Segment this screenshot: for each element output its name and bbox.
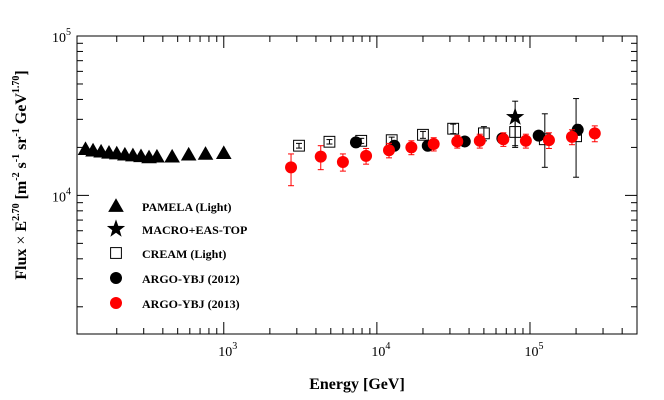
data-point (349, 136, 362, 149)
data-point (519, 134, 532, 147)
x-axis-title: Energy [GeV] (309, 376, 405, 393)
plot-border (76, 35, 638, 335)
series-4 (285, 125, 601, 187)
data-point (447, 122, 460, 135)
data-point (532, 129, 545, 142)
legend-label-argo-2012: ARGO-YBJ (2012) (142, 272, 240, 286)
data-point (360, 149, 373, 162)
data-point (180, 146, 197, 161)
data-point (285, 161, 298, 174)
legend-label-argo-2013: ARGO-YBJ (2013) (142, 297, 240, 311)
series-0 (77, 141, 232, 164)
x-tick-label: 104 (371, 341, 390, 360)
data-point (197, 146, 214, 160)
data-point (509, 126, 522, 138)
data-point (293, 139, 305, 152)
data-point (382, 144, 395, 157)
y-tick-label: 104 (52, 186, 71, 205)
y-axis-title: Flux × E2.70 [m-2 s-1 sr-1 GeV1.70] (11, 70, 30, 280)
axis-ticks (77, 35, 638, 334)
data-point (215, 145, 232, 160)
legend (106, 198, 126, 309)
data-point (149, 148, 165, 163)
y-tick-label: 105 (52, 27, 71, 46)
data-points (77, 98, 601, 187)
plot-frame (76, 35, 638, 335)
data-point (427, 138, 440, 151)
data-point (336, 155, 349, 168)
x-tick-label: 103 (218, 341, 237, 360)
data-point (542, 134, 555, 147)
data-point (323, 135, 336, 148)
legend-marker (106, 219, 126, 237)
data-point (417, 128, 429, 141)
legend-label-cream: CREAM (Light) (142, 247, 226, 261)
data-point (314, 150, 327, 163)
data-point (497, 133, 510, 146)
legend-marker (108, 198, 124, 212)
data-point (451, 135, 464, 148)
data-point (565, 130, 578, 143)
data-point (506, 107, 525, 125)
x-tick-label: 105 (524, 341, 543, 360)
legend-marker (110, 297, 122, 309)
data-point (405, 141, 418, 154)
legend-label-macro: MACRO+EAS-TOP (142, 223, 247, 237)
data-point (473, 134, 486, 147)
legend-marker (110, 247, 122, 259)
legend-label-pamela: PAMELA (Light) (142, 200, 231, 214)
data-point (164, 148, 180, 163)
data-point (588, 127, 601, 140)
legend-marker (110, 272, 122, 284)
